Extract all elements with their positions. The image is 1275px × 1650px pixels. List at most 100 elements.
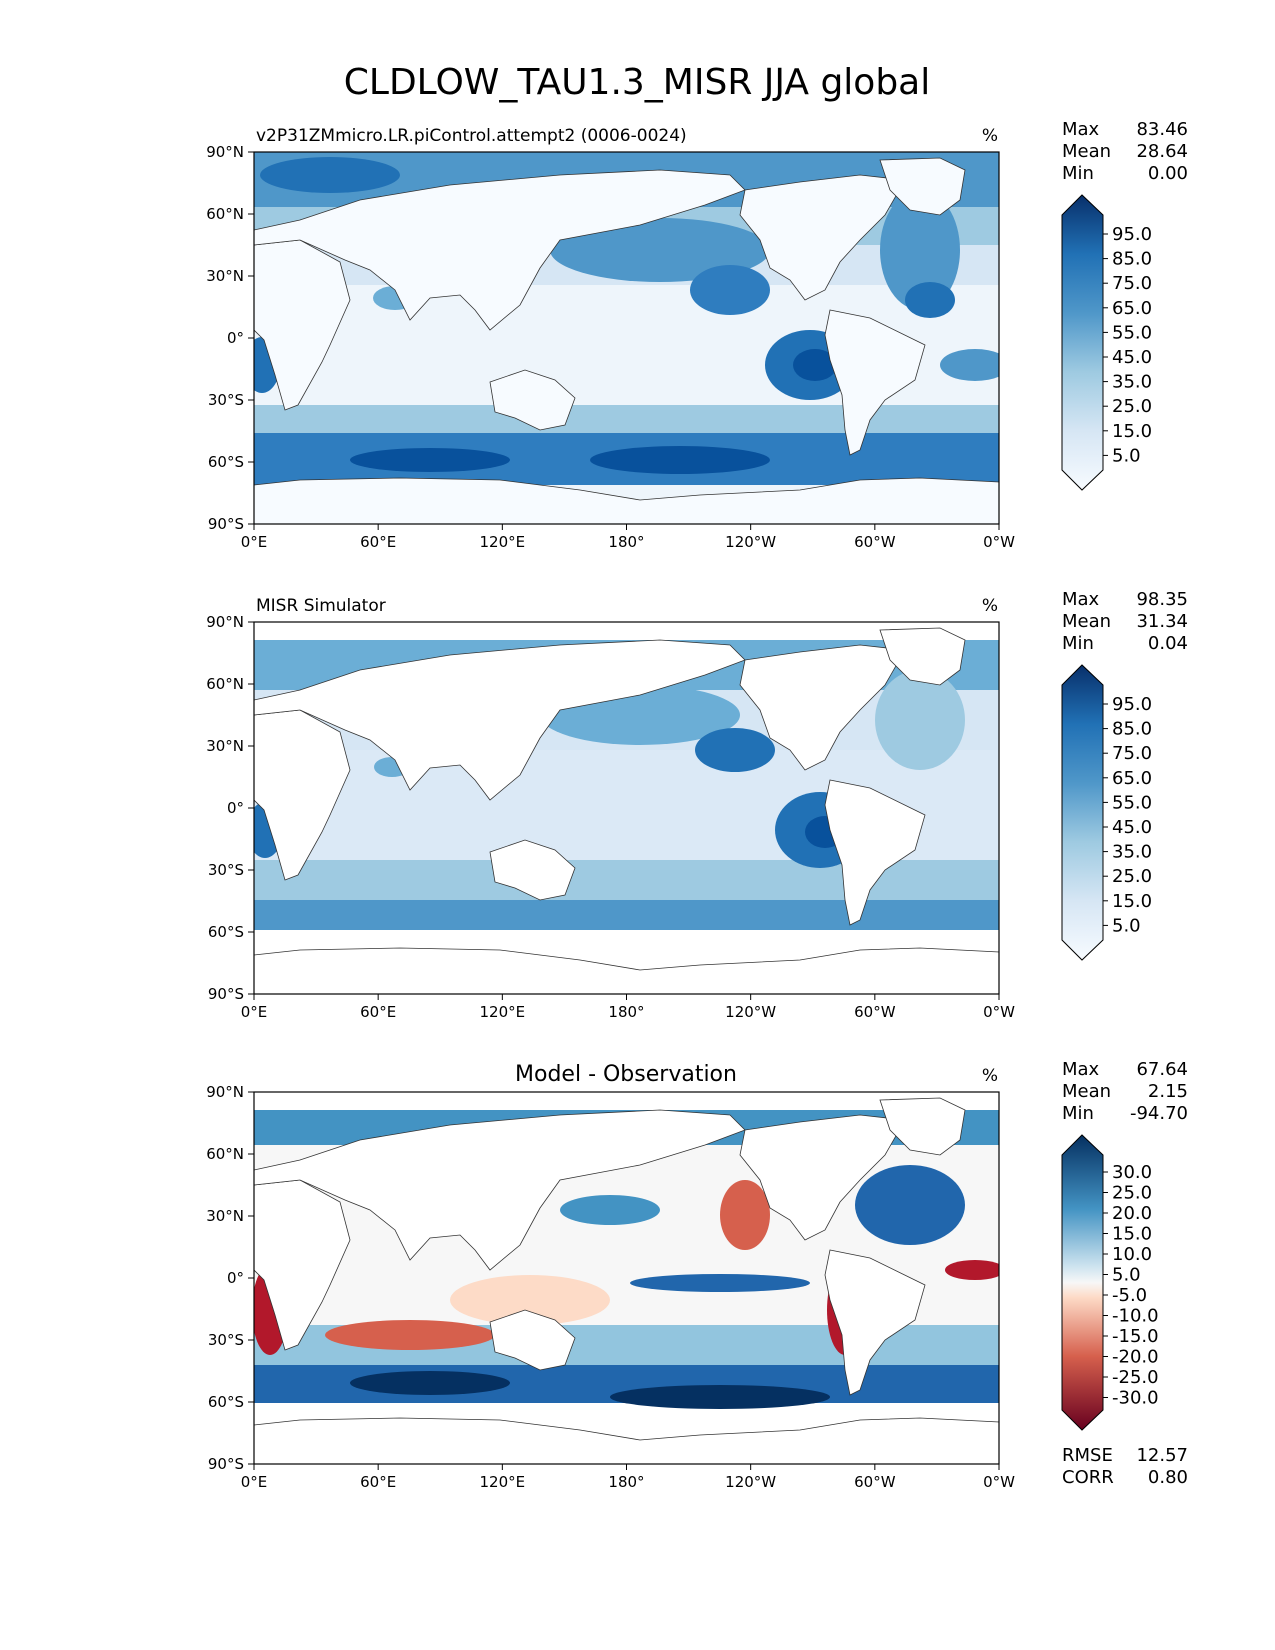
blob-so-core2 (350, 448, 510, 472)
colorbar-0: 95.0 85.0 75.0 65.0 55.0 45.0 35.0 25.0 15.0 5.0 (1061, 194, 1152, 491)
stat-value-max: 67.64 (1136, 1059, 1188, 1080)
x-tick-label: 120°E (480, 533, 526, 551)
x-tick-label: 0°E (241, 1003, 268, 1021)
land-south-america (824, 1249, 926, 1396)
x-tick-label: 120°W (725, 1003, 776, 1021)
y-tick-label: 90°S (208, 985, 244, 1003)
x-tick-label: 120°W (725, 1473, 776, 1491)
colorbar-tick-label: -30.0 (1112, 1388, 1159, 1409)
y-axis: 90°N 60°N 30°N 0° 30°S 60°S 90°S (206, 1083, 254, 1473)
x-tick-label: 0°W (983, 1473, 1015, 1491)
x-tick-label: 60°E (360, 533, 396, 551)
land-africa (253, 709, 351, 881)
y-tick-label: 30°S (208, 1331, 244, 1349)
panel-title: MISR Simulator (256, 596, 386, 616)
y-tick-label: 60°N (206, 205, 244, 223)
stat-value-mean: 2.15 (1148, 1081, 1188, 1102)
colorbar-tick-label: 5.0 (1112, 445, 1141, 466)
blob-arctic-core (260, 157, 400, 193)
x-tick-label: 0°W (983, 533, 1015, 551)
colorbar-2: 30.025.020.015.010.05.0-5.0-10.0-15.0-20… (1061, 1134, 1159, 1431)
continents (253, 157, 1000, 525)
colorbar-tick-label: 75.0 (1112, 273, 1152, 294)
land-eurasia (253, 169, 746, 331)
land-south-america (824, 309, 926, 456)
stat-label-mean: Mean (1062, 141, 1111, 162)
stat-label-max: Max (1062, 1059, 1100, 1080)
metric-value-corr: 0.80 (1148, 1467, 1188, 1488)
panel-reference: MISR Simulator % 0°E 60°E 120°E 180° 120°W 60… (206, 596, 1015, 1021)
stat-label-min: Min (1062, 163, 1094, 184)
stat-label-max: Max (1062, 119, 1100, 140)
y-tick-label: 90°S (208, 515, 244, 533)
x-tick-label: 120°E (480, 1003, 526, 1021)
stat-label-max: Max (1062, 589, 1100, 610)
y-tick-label: 60°S (208, 453, 244, 471)
land-eurasia (253, 1109, 746, 1271)
x-tick-label: 0°E (241, 533, 268, 551)
stats-0: Max 83.46 Mean 28.64 Min 0.00 (1062, 119, 1188, 184)
stat-value-min: 0.04 (1148, 633, 1188, 654)
x-tick-label: 60°E (360, 1473, 396, 1491)
x-tick-label: 60°W (854, 1003, 896, 1021)
blob-indian (325, 1320, 495, 1350)
colorbar-ticks: 95.0 85.0 75.0 65.0 55.0 45.0 35.0 25.0 15.0 5.0 (1103, 694, 1152, 936)
metric-label-rmse: RMSE (1062, 1445, 1113, 1466)
colorbar-tick-label: 20.0 (1112, 1203, 1152, 1224)
y-tick-label: 90°N (206, 1083, 244, 1101)
blob-npac-east (690, 265, 770, 315)
stat-value-min: 0.00 (1148, 163, 1188, 184)
colorbar-tick-label: 65.0 (1112, 298, 1152, 319)
stat-label-mean: Mean (1062, 1081, 1111, 1102)
land-north-america (739, 1114, 906, 1241)
land-greenland (879, 1097, 966, 1156)
blob-natl (855, 1165, 965, 1245)
metric-label-corr: CORR (1062, 1467, 1114, 1488)
x-tick-label: 180° (608, 1473, 644, 1491)
y-tick-label: 30°S (208, 861, 244, 879)
panel-title: Model - Observation (515, 1062, 737, 1087)
land-greenland (879, 627, 966, 686)
band-southern-ocean (254, 900, 999, 930)
colorbar-tick-label: 45.0 (1112, 347, 1152, 368)
blob-so-core (610, 1385, 830, 1409)
y-tick-label: 60°N (206, 675, 244, 693)
colorbar-body (1061, 194, 1104, 491)
y-tick-label: 60°S (208, 1393, 244, 1411)
metric-value-rmse: 12.57 (1136, 1445, 1188, 1466)
panel-test: v2P31ZMmicro.LR.piControl.attempt2 (0006… (206, 126, 1015, 551)
blob-npac-east (695, 728, 775, 772)
band-south-mid (254, 405, 999, 433)
x-axis: 0°E 60°E 120°E 180° 120°W 60°W 0°W (241, 524, 1015, 551)
colorbar-tick-label: -25.0 (1112, 1367, 1159, 1388)
blob-natl (880, 190, 960, 310)
y-tick-label: 90°N (206, 143, 244, 161)
colorbar-ticks: 30.025.020.015.010.05.0-5.0-10.0-15.0-20… (1103, 1162, 1159, 1409)
colorbar-tick-label: 15.0 (1112, 891, 1152, 912)
blob-so-core2 (350, 1371, 510, 1395)
colorbar-tick-label: 95.0 (1112, 224, 1152, 245)
land-north-america (739, 174, 906, 301)
x-tick-label: 180° (608, 1003, 644, 1021)
panel-units: % (982, 596, 998, 616)
continents (253, 627, 1000, 995)
y-tick-label: 0° (227, 1269, 244, 1287)
y-axis: 90°N 60°N 30°N 0° 30°S 60°S 90°S (206, 613, 254, 1003)
colorbar-tick-label: 55.0 (1112, 322, 1152, 343)
colorbar-tick-label: -20.0 (1112, 1347, 1159, 1368)
y-tick-label: 60°S (208, 923, 244, 941)
land-australia (489, 369, 576, 431)
x-tick-label: 60°W (854, 533, 896, 551)
blob-calif (720, 1180, 770, 1250)
y-axis: 90°N 60°N 30°N 0° 30°S 60°S 90°S (206, 143, 254, 533)
y-tick-label: 30°S (208, 391, 244, 409)
land-africa (253, 1179, 351, 1351)
stat-label-min: Min (1062, 633, 1094, 654)
colorbar-tick-label: 45.0 (1112, 817, 1152, 838)
stat-label-min: Min (1062, 1103, 1094, 1124)
blob-peru-core (793, 349, 837, 381)
stat-value-min: -94.70 (1130, 1103, 1188, 1124)
y-tick-label: 0° (227, 329, 244, 347)
blob-eqpac (630, 1274, 810, 1292)
x-tick-label: 60°W (854, 1473, 896, 1491)
